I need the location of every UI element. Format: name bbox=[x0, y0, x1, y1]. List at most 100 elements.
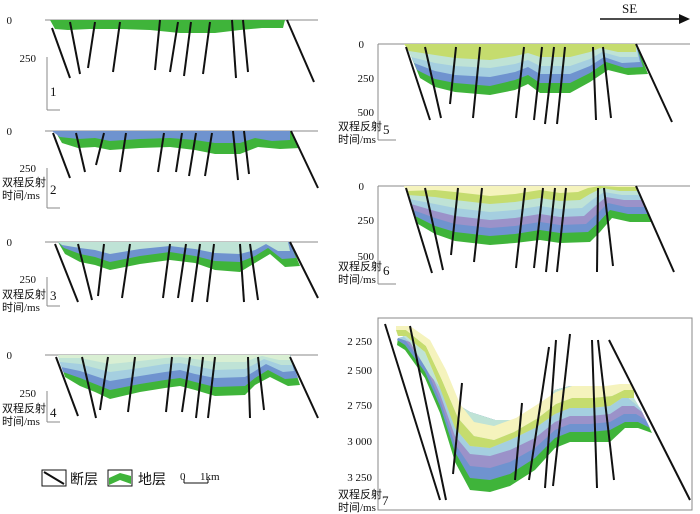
panel-5-fault bbox=[405, 46, 431, 121]
panel-7-fault bbox=[597, 339, 615, 481]
y-axis-label-line1: 双程反射 bbox=[338, 487, 382, 501]
panel-6-fault bbox=[405, 187, 433, 274]
panel-7-fault bbox=[544, 339, 557, 489]
panel-6-fault bbox=[596, 187, 599, 273]
scale-bar-distance: 1km bbox=[200, 471, 220, 483]
panel-5-label: 5 bbox=[383, 122, 390, 137]
panel-2-tick-0: 0 bbox=[7, 126, 13, 138]
panel-1-fault bbox=[69, 21, 81, 75]
panel-4-mint-stratum bbox=[58, 355, 290, 364]
panel-1-green-stratum bbox=[50, 20, 285, 33]
panel-1-fault bbox=[169, 21, 179, 73]
panel-2-fault bbox=[175, 132, 183, 173]
panel-7-tick-2500: 2 500 bbox=[347, 365, 372, 377]
panel-4-fault bbox=[247, 356, 251, 419]
left-axis-labels: 双程反射 时间/ms 双程反射 时间/ms 双程反射 时间/ms bbox=[2, 175, 46, 428]
panel-7-tick-3250: 3 250 bbox=[347, 472, 372, 484]
y-axis-label-line1: 双程反射 bbox=[338, 259, 382, 273]
panel-3-fault bbox=[177, 243, 187, 299]
panel-6-fault bbox=[450, 187, 459, 256]
panel-1-fault bbox=[112, 21, 121, 73]
panel-7-frame bbox=[377, 317, 693, 511]
panel-5-fault bbox=[449, 46, 457, 105]
panel-1-fault bbox=[202, 21, 211, 75]
panel-7-tick-3000: 3 000 bbox=[347, 436, 372, 448]
y-axis-label-line2: 时间/ms bbox=[338, 133, 376, 146]
panel-6-fault bbox=[603, 187, 614, 267]
y-axis-label-line1: 双程反射 bbox=[2, 287, 46, 301]
panel-2-fault bbox=[243, 130, 250, 175]
panel-4-label: 4 bbox=[50, 405, 57, 420]
panel-4-faults bbox=[55, 356, 319, 419]
panel-5-fault bbox=[544, 46, 555, 125]
panel-1-fault bbox=[242, 19, 249, 73]
panel-2-fault bbox=[188, 132, 197, 177]
panel-7-faults bbox=[384, 323, 691, 501]
panel-7-yellowgreen-stratum bbox=[396, 330, 634, 448]
panel-6-fault bbox=[545, 187, 556, 273]
panel-4-fault bbox=[127, 356, 136, 413]
panel-5-tick-250: 250 bbox=[358, 73, 375, 85]
panel-6-fault bbox=[556, 187, 567, 273]
panel-3-fault bbox=[191, 243, 201, 303]
panel-5: 0 250 500 双程反射 时间/ms 5 bbox=[338, 39, 690, 146]
panel-5-fault bbox=[472, 46, 481, 119]
panel-5-tick-0: 0 bbox=[359, 39, 365, 51]
panel-4-tick-0: 0 bbox=[7, 350, 13, 362]
panel-6-fault bbox=[424, 187, 444, 271]
panel-3: 0 250 3 bbox=[7, 237, 319, 307]
panel-7-fault bbox=[409, 325, 447, 501]
panel-1: 0 250 1 bbox=[7, 15, 318, 111]
panel-4-fault bbox=[257, 356, 265, 411]
panel-7-tick-2750: 2 750 bbox=[347, 400, 372, 412]
panel-4-fault bbox=[81, 356, 97, 419]
direction-arrow-icon bbox=[679, 14, 690, 24]
panel-1-fault bbox=[231, 19, 237, 79]
panel-3-fault bbox=[121, 243, 131, 299]
panel-7-fault bbox=[452, 382, 463, 475]
panel-2-fault bbox=[204, 132, 213, 177]
panel-3-fault bbox=[97, 243, 105, 297]
panel-7-fault bbox=[384, 323, 441, 501]
panel-7-fault bbox=[552, 333, 571, 487]
panel-2-fault bbox=[52, 132, 71, 179]
panel-5-fault bbox=[592, 46, 597, 121]
panel-3-faults bbox=[54, 241, 319, 303]
panel-5-fault bbox=[556, 46, 566, 125]
panel-5-fault bbox=[635, 43, 673, 123]
panel-6-paleyellow-stratum bbox=[404, 186, 636, 196]
y-axis-label-line2: 时间/ms bbox=[2, 189, 40, 202]
panel-3-fault bbox=[206, 243, 215, 303]
y-axis-label-line2: 时间/ms bbox=[2, 301, 40, 314]
panel-6-fault bbox=[515, 187, 526, 269]
y-axis-label-line1: 双程反射 bbox=[338, 119, 382, 133]
legend-fault-label: 断层 bbox=[70, 472, 98, 488]
panel-7-fault bbox=[514, 402, 523, 481]
panel-2-blue-stratum bbox=[52, 131, 290, 143]
legend: 断层 地层 0 1km bbox=[41, 469, 220, 488]
panel-2: 0 250 2 bbox=[7, 126, 319, 209]
panel-4: 0 250 4 bbox=[7, 350, 319, 423]
panel-7-paleyellow-stratum bbox=[396, 326, 634, 440]
panel-5-tick-500: 500 bbox=[358, 107, 375, 119]
panel-3-fault bbox=[239, 243, 245, 303]
panel-4-fault bbox=[207, 356, 216, 419]
panel-7: 2 250 2 500 2 750 3 000 3 250 双程反射 时间/ms… bbox=[338, 317, 693, 514]
panel-3-tick-250: 250 bbox=[20, 274, 37, 286]
panel-7-fault bbox=[608, 339, 691, 501]
direction-label: SE bbox=[622, 1, 637, 16]
panel-4-tick-250: 250 bbox=[20, 388, 37, 400]
panel-3-label: 3 bbox=[50, 288, 57, 303]
legend-fault-box bbox=[41, 469, 67, 487]
legend-strata-label: 地层 bbox=[138, 472, 166, 488]
scale-bar-zero: 0 bbox=[180, 471, 186, 483]
y-axis-label-line2: 时间/ms bbox=[338, 501, 376, 514]
fault-legend-icon bbox=[43, 471, 65, 485]
panel-1-tick-0: 0 bbox=[7, 15, 13, 27]
panel-3-tick-0: 0 bbox=[7, 237, 13, 249]
panel-6-tick-250: 250 bbox=[358, 215, 375, 227]
panel-2-fault bbox=[119, 132, 127, 173]
panel-1-fault bbox=[183, 21, 192, 77]
panel-2-label: 2 bbox=[50, 182, 57, 197]
y-axis-label-line2: 时间/ms bbox=[2, 415, 40, 428]
